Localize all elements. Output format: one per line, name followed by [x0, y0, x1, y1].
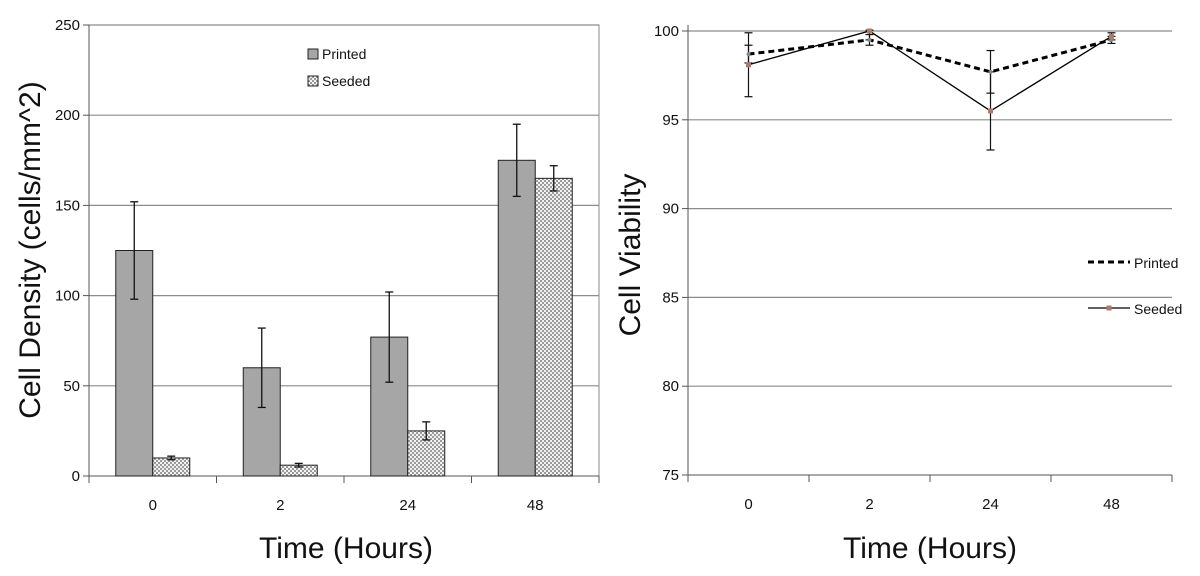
x-tick-label: 48 [527, 497, 544, 514]
legend-label-printed: Printed [1134, 255, 1178, 271]
series-lines [748, 30, 1112, 112]
legend-swatch-seeded [307, 75, 319, 87]
y-tick-label: 50 [63, 378, 80, 395]
bars [115, 159, 573, 477]
x-tick-label: 24 [982, 496, 999, 513]
x-tick-label: 48 [1103, 496, 1120, 513]
marker-seeded-48 [1109, 33, 1114, 39]
y-axis-label: Cell Density (cells/mm^2) [14, 81, 47, 418]
bar-seeded-48 [534, 177, 573, 477]
gridlines [688, 30, 1172, 387]
y-tick-label: 100 [654, 23, 679, 40]
x-axis-label: Time (Hours) [843, 532, 1017, 565]
bar-printed-48 [497, 159, 536, 477]
y-tick-label: 0 [72, 468, 80, 485]
legend: Printed Seeded [1088, 255, 1182, 317]
y-tick-label: 75 [662, 467, 679, 484]
y-tick-label: 100 [55, 288, 80, 305]
y-tick-label: 85 [662, 289, 679, 306]
y-tick-label: 250 [55, 17, 80, 34]
y-axis-label: Cell Viability [614, 174, 647, 337]
y-tick-label: 90 [662, 201, 679, 218]
x-tick-label: 0 [149, 497, 157, 514]
cell-density-bar-chart: 0 50 100 150 200 250 0 2 24 48 Printed Seeded Tim… [14, 17, 600, 565]
legend: Printed Seeded [307, 46, 370, 89]
x-tick-labels: 0 2 24 48 [744, 496, 1120, 513]
marker-printed-24 [988, 69, 993, 74]
y-tick-label: 150 [55, 197, 80, 214]
marker-printed-2 [867, 37, 872, 42]
legend-label-printed: Printed [322, 46, 366, 62]
y-tick-label: 80 [662, 378, 679, 395]
marker-printed-0 [746, 52, 751, 57]
x-axis-label: Time (Hours) [259, 532, 433, 565]
axes [682, 25, 1173, 482]
y-tick-labels: 75 80 85 90 95 100 [654, 23, 679, 484]
marker-seeded-24 [988, 108, 993, 114]
x-tick-label: 2 [865, 496, 873, 513]
bar-seeded-0 [152, 457, 191, 477]
legend-label-seeded: Seeded [1134, 301, 1182, 317]
marker-seeded-2 [867, 28, 872, 34]
marker-printed-48 [1109, 37, 1114, 42]
x-tick-label: 0 [744, 496, 752, 513]
marker-seeded-0 [746, 62, 751, 68]
y-tick-label: 200 [55, 107, 80, 124]
y-tick-labels: 0 50 100 150 200 250 [55, 17, 80, 485]
cell-viability-line-chart: 75 80 85 90 95 100 0 2 24 48 Printed Seeded Time … [614, 23, 1182, 565]
x-tick-label: 2 [276, 497, 284, 514]
x-tick-label: 24 [399, 497, 416, 514]
markers [746, 28, 1114, 114]
legend-marker-seeded [1106, 305, 1112, 311]
error-bars [130, 123, 558, 468]
series-line-seeded [748, 30, 1112, 112]
legend-label-seeded: Seeded [322, 73, 370, 89]
x-tick-labels: 0 2 24 48 [149, 497, 544, 514]
series-line-printed [748, 38, 1112, 74]
legend-swatch-printed [307, 48, 319, 60]
y-tick-label: 95 [662, 112, 679, 129]
